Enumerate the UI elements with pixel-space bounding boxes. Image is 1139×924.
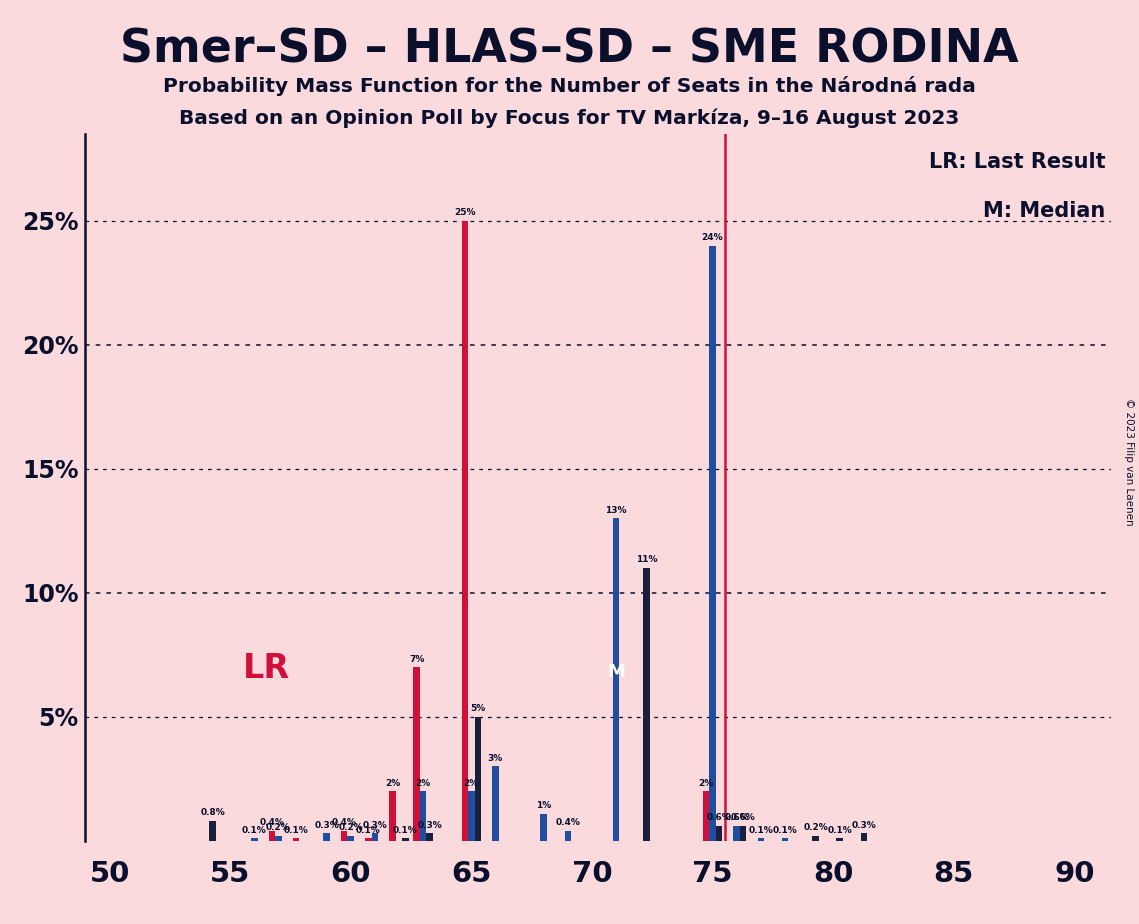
Bar: [861, 833, 867, 841]
Text: 0.3%: 0.3%: [417, 821, 442, 830]
Bar: [715, 826, 722, 841]
Bar: [613, 518, 620, 841]
Text: Probability Mass Function for the Number of Seats in the Národná rada: Probability Mass Function for the Number…: [163, 76, 976, 96]
Bar: [251, 838, 257, 841]
Bar: [347, 836, 354, 841]
Text: 0.6%: 0.6%: [724, 813, 749, 822]
Text: 0.2%: 0.2%: [267, 823, 290, 833]
Text: 0.6%: 0.6%: [731, 813, 755, 822]
Text: 5%: 5%: [470, 704, 485, 713]
Bar: [644, 568, 650, 841]
Text: M: M: [607, 663, 625, 681]
Text: Smer–SD – HLAS–SD – SME RODINA: Smer–SD – HLAS–SD – SME RODINA: [121, 28, 1018, 73]
Text: 0.1%: 0.1%: [827, 826, 852, 834]
Text: 2%: 2%: [698, 779, 714, 787]
Bar: [734, 826, 740, 841]
Text: 0.4%: 0.4%: [556, 818, 580, 827]
Text: 0.2%: 0.2%: [338, 823, 363, 833]
Bar: [836, 838, 843, 841]
Bar: [323, 833, 330, 841]
Bar: [565, 831, 571, 841]
Text: 0.8%: 0.8%: [200, 808, 224, 818]
Text: 0.1%: 0.1%: [748, 826, 773, 834]
Text: 2%: 2%: [385, 779, 400, 787]
Text: 0.1%: 0.1%: [393, 826, 418, 834]
Text: 24%: 24%: [702, 233, 723, 242]
Text: © 2023 Filip van Laenen: © 2023 Filip van Laenen: [1124, 398, 1133, 526]
Bar: [402, 838, 409, 841]
Text: LR: Last Result: LR: Last Result: [928, 152, 1105, 172]
Text: 2%: 2%: [416, 779, 431, 787]
Bar: [366, 838, 371, 841]
Text: 0.3%: 0.3%: [362, 821, 387, 830]
Text: 0.2%: 0.2%: [803, 823, 828, 833]
Text: 0.6%: 0.6%: [706, 813, 731, 822]
Text: LR: LR: [243, 651, 290, 685]
Text: 2%: 2%: [464, 779, 480, 787]
Bar: [475, 717, 481, 841]
Text: 0.1%: 0.1%: [241, 826, 267, 834]
Text: 0.4%: 0.4%: [331, 818, 357, 827]
Text: 0.1%: 0.1%: [357, 826, 380, 834]
Text: 0.3%: 0.3%: [314, 821, 339, 830]
Text: 11%: 11%: [636, 555, 657, 565]
Text: 7%: 7%: [409, 654, 425, 663]
Bar: [492, 766, 499, 841]
Text: 13%: 13%: [605, 505, 626, 515]
Bar: [468, 791, 475, 841]
Text: 1%: 1%: [536, 801, 551, 809]
Bar: [426, 833, 433, 841]
Bar: [781, 838, 788, 841]
Text: M: Median: M: Median: [983, 201, 1105, 221]
Bar: [293, 838, 300, 841]
Bar: [703, 791, 710, 841]
Text: 25%: 25%: [454, 208, 476, 217]
Bar: [413, 667, 420, 841]
Bar: [269, 831, 276, 841]
Bar: [540, 813, 547, 841]
Text: 0.4%: 0.4%: [260, 818, 285, 827]
Bar: [740, 826, 746, 841]
Bar: [371, 833, 378, 841]
Bar: [812, 836, 819, 841]
Bar: [710, 246, 715, 841]
Bar: [341, 831, 347, 841]
Bar: [210, 821, 215, 841]
Bar: [461, 221, 468, 841]
Text: 0.1%: 0.1%: [772, 826, 797, 834]
Bar: [757, 838, 764, 841]
Text: 0.1%: 0.1%: [284, 826, 309, 834]
Text: 3%: 3%: [487, 754, 503, 762]
Text: Based on an Opinion Poll by Focus for TV Markíza, 9–16 August 2023: Based on an Opinion Poll by Focus for TV…: [179, 108, 960, 128]
Bar: [276, 836, 281, 841]
Bar: [420, 791, 426, 841]
Bar: [390, 791, 395, 841]
Text: 0.3%: 0.3%: [851, 821, 876, 830]
